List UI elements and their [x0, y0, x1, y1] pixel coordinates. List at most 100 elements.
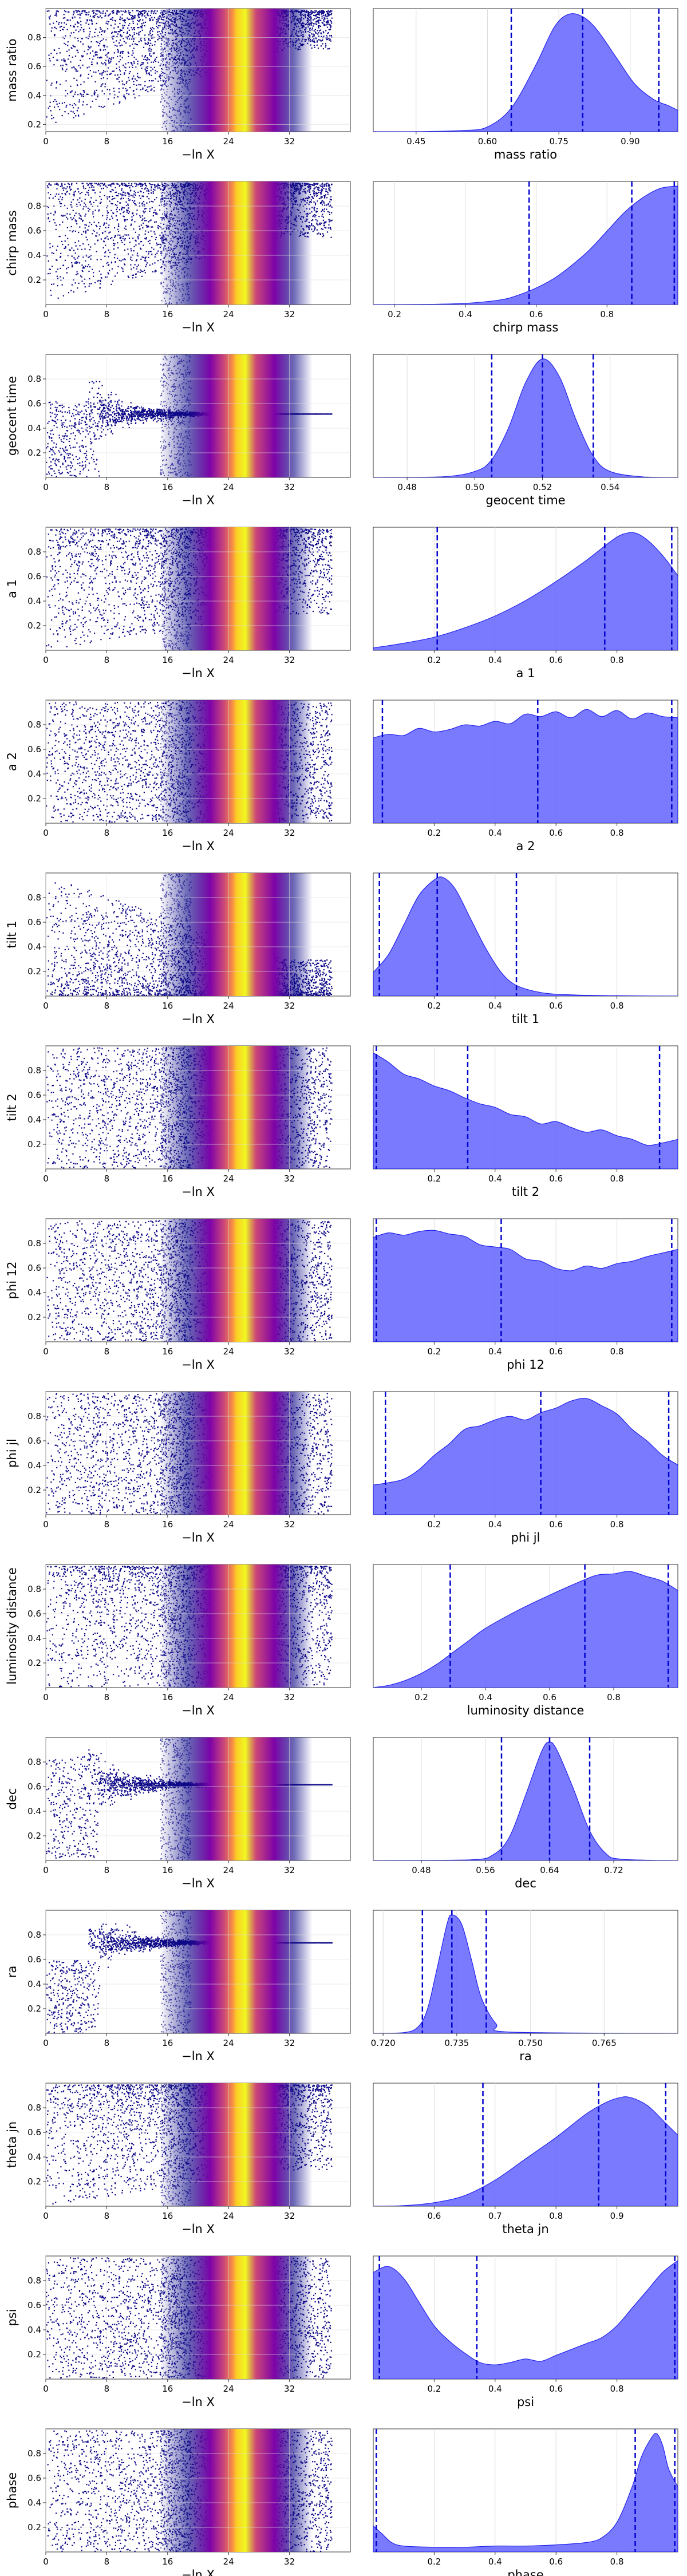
trace-xtick-label: 0	[43, 1174, 49, 1184]
trace-xtick-label: 16	[162, 136, 173, 147]
trace-ylabel: a 2	[5, 752, 19, 771]
posterior-xtick-label: 0.4	[488, 1346, 502, 1357]
trace-ytick-label: 0.6	[27, 1954, 41, 1965]
trace-panel: 0 8 16 24 32 0.2 0.4 0.6 0.8 −ln X phase	[5, 2428, 351, 2576]
posterior-xtick-label: 0.9	[610, 2211, 624, 2221]
trace-points	[46, 181, 333, 305]
posterior-xtick-label: 0.2	[414, 1692, 428, 1702]
trace-xtick-label: 32	[284, 1519, 295, 1530]
trace-ytick-label: 0.4	[27, 1460, 41, 1471]
trace-points	[46, 1910, 333, 2033]
trace-xtick-label: 24	[223, 1174, 234, 1184]
posterior-panel: 0.2 0.4 0.6 0.8 phi jl	[373, 1391, 678, 1544]
trace-ytick-label: 0.8	[27, 720, 41, 730]
trace-ytick-label: 0.8	[27, 201, 41, 211]
posterior-xtick-label: 0.2	[427, 655, 441, 665]
posterior-xtick-label: 0.2	[388, 309, 401, 319]
trace-xtick-label: 16	[162, 2211, 173, 2221]
likelihood-band	[160, 700, 313, 823]
posterior-xtick-label: 0.6	[427, 2211, 441, 2221]
trace-ytick-label: 0.4	[27, 423, 41, 433]
likelihood-band	[160, 2083, 313, 2206]
trace-xlabel: −ln X	[181, 666, 215, 680]
trace-xtick-label: 24	[223, 655, 234, 665]
trace-ytick-label: 0.6	[27, 1263, 41, 1273]
posterior-xtick-label: 0.4	[488, 1519, 502, 1530]
posterior-xlabel: tilt 1	[512, 1012, 539, 1026]
trace-ylabel: chirp mass	[5, 210, 19, 276]
trace-xtick-label: 16	[162, 828, 173, 838]
trace-xtick-label: 32	[284, 1174, 295, 1184]
trace-ylabel: tilt 2	[5, 1093, 19, 1121]
posterior-panel: 0.2 0.4 0.6 0.8 psi	[373, 2255, 678, 2409]
posterior-panel: 0.45 0.60 0.75 0.90 mass ratio	[373, 8, 678, 161]
posterior-xlabel: phase	[507, 2568, 543, 2576]
trace-xlabel: −ln X	[181, 493, 215, 507]
trace-ytick-label: 0.2	[27, 119, 41, 129]
trace-xlabel: −ln X	[181, 1358, 215, 1372]
trace-panel: 0 8 16 24 32 0.2 0.4 0.6 0.8 −ln X luminosity dist…	[5, 1564, 351, 1717]
trace-panel: 0 8 16 24 32 0.2 0.4 0.6 0.8 −ln X a 2	[5, 700, 351, 853]
trace-ylabel: dec	[5, 1788, 19, 1810]
trace-xtick-label: 24	[223, 309, 234, 319]
trace-points	[46, 527, 333, 650]
posterior-xtick-label: 0.4	[488, 2384, 502, 2394]
trace-ytick-label: 0.2	[27, 448, 41, 458]
trace-ytick-label: 0.6	[27, 1781, 41, 1792]
trace-xtick-label: 24	[223, 2384, 234, 2394]
posterior-xtick-label: 0.6	[549, 2557, 563, 2567]
posterior-panel: 0.2 0.4 0.6 0.8 tilt 2	[373, 1045, 678, 1199]
trace-panel: 0 8 16 24 32 0.2 0.4 0.6 0.8 −ln X dec	[5, 1737, 351, 1890]
trace-xtick-label: 0	[43, 482, 49, 492]
trace-ytick-label: 0.8	[27, 374, 41, 384]
posterior-xtick-label: 0.8	[610, 2384, 624, 2394]
trace-ytick-label: 0.4	[27, 942, 41, 952]
posterior-panel: 0.48 0.56 0.64 0.72 dec	[373, 1737, 678, 1890]
trace-xtick-label: 0	[43, 2211, 49, 2221]
trace-xlabel: −ln X	[181, 839, 215, 853]
posterior-xtick-label: 0.54	[601, 482, 619, 492]
trace-ytick-label: 0.4	[27, 596, 41, 606]
posterior-density-area	[373, 1914, 678, 2033]
trace-xtick-label: 0	[43, 2038, 49, 2048]
posterior-density-area	[373, 2096, 678, 2206]
trace-xtick-label: 16	[162, 1001, 173, 1011]
posterior-panel: 0.2 0.4 0.6 0.8 a 1	[373, 527, 678, 680]
posterior-xtick-label: 0.7	[488, 2211, 502, 2221]
trace-xtick-label: 16	[162, 2384, 173, 2394]
trace-xtick-label: 8	[104, 136, 110, 147]
trace-xtick-label: 8	[104, 2557, 110, 2567]
trace-ytick-label: 0.2	[27, 2004, 41, 2014]
posterior-xtick-label: 0.4	[488, 1174, 502, 1184]
trace-ytick-label: 0.4	[27, 1115, 41, 1125]
trace-xtick-label: 32	[284, 2038, 295, 2048]
trace-xtick-label: 8	[104, 482, 110, 492]
trace-xtick-label: 32	[284, 1346, 295, 1357]
posterior-xtick-label: 0.4	[488, 828, 502, 838]
trace-xtick-label: 32	[284, 828, 295, 838]
posterior-xtick-label: 0.4	[459, 309, 472, 319]
likelihood-band	[160, 1219, 313, 1342]
trace-ytick-label: 0.6	[27, 61, 41, 72]
posterior-xtick-label: 0.8	[610, 1346, 624, 1357]
trace-xtick-label: 32	[284, 655, 295, 665]
trace-ytick-label: 0.4	[27, 250, 41, 260]
trace-xtick-label: 24	[223, 136, 234, 147]
trace-ylabel: mass ratio	[5, 38, 19, 101]
trace-xtick-label: 32	[284, 309, 295, 319]
posterior-xtick-label: 0.2	[427, 1346, 441, 1357]
posterior-panel: 0.2 0.4 0.6 0.8 tilt 1	[373, 872, 678, 1026]
trace-xlabel: −ln X	[181, 2049, 215, 2063]
posterior-xtick-label: 0.90	[621, 136, 639, 147]
trace-xlabel: −ln X	[181, 1704, 215, 1717]
trace-ytick-label: 0.4	[27, 90, 41, 101]
trace-ytick-label: 0.8	[27, 1930, 41, 1940]
posterior-panel: 0.720 0.735 0.750 0.765 ra	[371, 1910, 678, 2063]
trace-xtick-label: 0	[43, 136, 49, 147]
trace-xtick-label: 24	[223, 1001, 234, 1011]
posterior-density-area	[373, 1052, 678, 1169]
posterior-panel: 0.2 0.4 0.6 0.8 luminosity distance	[373, 1564, 678, 1717]
trace-ytick-label: 0.8	[27, 892, 41, 903]
posterior-xtick-label: 0.8	[607, 1692, 621, 1702]
trace-ytick-label: 0.6	[27, 1090, 41, 1100]
